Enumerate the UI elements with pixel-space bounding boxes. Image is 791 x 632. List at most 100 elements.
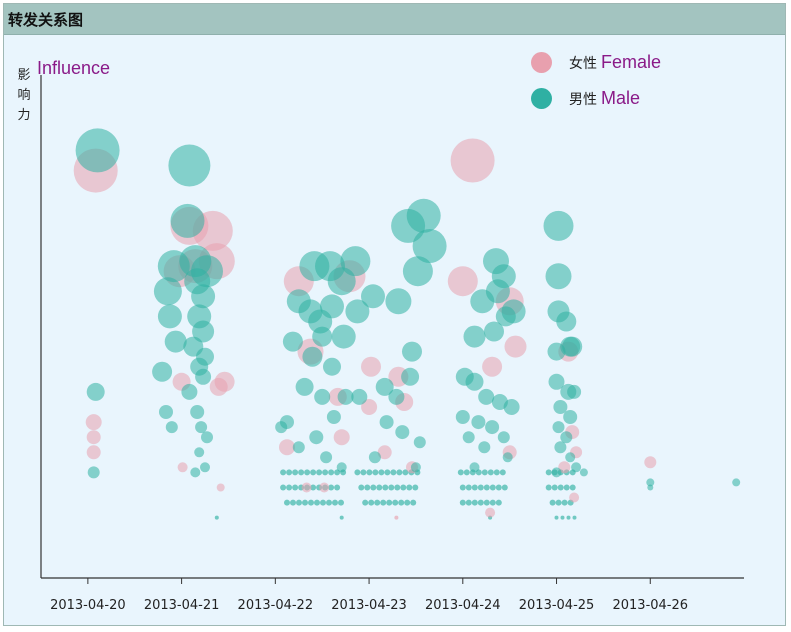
- male-point[interactable]: [86, 382, 105, 401]
- male-point[interactable]: [646, 478, 655, 487]
- data-point[interactable]: [320, 499, 326, 506]
- data-point[interactable]: [376, 484, 383, 491]
- data-point[interactable]: [338, 499, 344, 506]
- male-point[interactable]: [469, 462, 480, 473]
- male-point[interactable]: [327, 267, 356, 296]
- male-point[interactable]: [554, 441, 567, 454]
- data-point[interactable]: [286, 469, 293, 476]
- male-point[interactable]: [368, 451, 381, 464]
- male-point[interactable]: [567, 384, 582, 399]
- data-point[interactable]: [292, 484, 299, 491]
- data-point[interactable]: [214, 515, 219, 520]
- data-point[interactable]: [545, 484, 552, 491]
- male-point[interactable]: [548, 373, 565, 390]
- male-point[interactable]: [375, 377, 394, 396]
- data-point[interactable]: [364, 484, 371, 491]
- data-point[interactable]: [495, 499, 502, 506]
- data-point[interactable]: [388, 484, 395, 491]
- data-point[interactable]: [406, 484, 413, 491]
- male-point[interactable]: [337, 388, 354, 405]
- male-point[interactable]: [165, 421, 178, 434]
- data-point[interactable]: [374, 499, 381, 506]
- data-point[interactable]: [551, 484, 558, 491]
- male-point[interactable]: [413, 436, 426, 449]
- data-point[interactable]: [304, 469, 311, 476]
- data-point[interactable]: [296, 499, 302, 506]
- data-point[interactable]: [489, 484, 496, 491]
- male-point[interactable]: [323, 357, 341, 376]
- male-point[interactable]: [545, 263, 572, 290]
- female-point[interactable]: [558, 461, 571, 474]
- male-point[interactable]: [302, 346, 323, 367]
- male-point[interactable]: [157, 304, 182, 329]
- data-point[interactable]: [459, 499, 466, 506]
- data-point[interactable]: [286, 484, 293, 491]
- male-point[interactable]: [326, 410, 341, 424]
- male-point[interactable]: [478, 441, 491, 454]
- male-point[interactable]: [401, 367, 420, 386]
- data-point[interactable]: [560, 515, 565, 520]
- data-point[interactable]: [557, 484, 564, 491]
- female-point[interactable]: [86, 445, 101, 460]
- male-point[interactable]: [462, 431, 475, 444]
- data-point[interactable]: [463, 469, 470, 476]
- data-point[interactable]: [554, 515, 559, 520]
- male-point[interactable]: [732, 478, 741, 487]
- male-point[interactable]: [361, 284, 385, 309]
- female-point[interactable]: [301, 482, 312, 493]
- data-point[interactable]: [396, 469, 403, 476]
- male-point[interactable]: [491, 264, 516, 289]
- male-point[interactable]: [551, 467, 562, 478]
- data-point[interactable]: [561, 499, 568, 506]
- data-point[interactable]: [378, 469, 385, 476]
- male-point[interactable]: [309, 430, 324, 445]
- female-point[interactable]: [482, 356, 503, 377]
- male-point[interactable]: [164, 330, 187, 353]
- data-point[interactable]: [493, 469, 500, 476]
- male-point[interactable]: [563, 410, 578, 424]
- data-point[interactable]: [398, 499, 405, 506]
- data-point[interactable]: [280, 469, 287, 476]
- male-point[interactable]: [336, 462, 347, 473]
- male-point[interactable]: [402, 256, 433, 287]
- male-point[interactable]: [502, 452, 513, 463]
- female-point[interactable]: [644, 456, 657, 469]
- data-point[interactable]: [471, 499, 478, 506]
- data-point[interactable]: [400, 484, 407, 491]
- data-point[interactable]: [308, 499, 314, 506]
- data-point[interactable]: [328, 484, 335, 491]
- data-point[interactable]: [487, 469, 494, 476]
- data-point[interactable]: [370, 484, 377, 491]
- male-point[interactable]: [312, 326, 333, 347]
- data-point[interactable]: [366, 469, 373, 476]
- male-point[interactable]: [552, 421, 565, 434]
- data-point[interactable]: [284, 499, 290, 506]
- female-point[interactable]: [569, 492, 580, 503]
- male-point[interactable]: [465, 372, 484, 391]
- male-point[interactable]: [553, 400, 568, 414]
- male-point[interactable]: [463, 325, 486, 348]
- data-point[interactable]: [410, 499, 417, 506]
- data-point[interactable]: [328, 469, 335, 476]
- female-point[interactable]: [333, 429, 350, 446]
- data-point[interactable]: [563, 484, 570, 491]
- male-point[interactable]: [170, 203, 205, 238]
- data-point[interactable]: [457, 469, 464, 476]
- data-point[interactable]: [326, 499, 332, 506]
- female-point[interactable]: [361, 356, 381, 377]
- data-point[interactable]: [489, 499, 496, 506]
- female-point[interactable]: [216, 483, 225, 492]
- data-point[interactable]: [566, 515, 571, 520]
- male-point[interactable]: [275, 421, 288, 434]
- data-point[interactable]: [298, 469, 305, 476]
- data-point[interactable]: [280, 484, 287, 491]
- male-point[interactable]: [87, 466, 100, 479]
- male-point[interactable]: [345, 299, 370, 324]
- male-point[interactable]: [495, 306, 516, 327]
- data-point[interactable]: [402, 469, 409, 476]
- data-point[interactable]: [384, 469, 391, 476]
- male-point[interactable]: [153, 277, 182, 306]
- male-point[interactable]: [412, 229, 447, 263]
- male-point[interactable]: [190, 405, 205, 419]
- male-point[interactable]: [647, 484, 654, 491]
